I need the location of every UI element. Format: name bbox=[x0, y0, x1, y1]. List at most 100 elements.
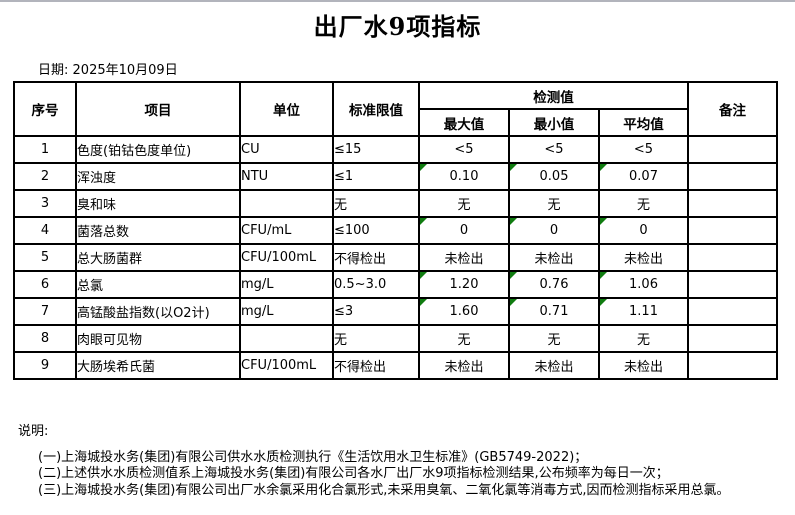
window-top-border bbox=[0, 0, 795, 2]
cell-min: 未检出 bbox=[508, 351, 600, 380]
cell-min: 无 bbox=[508, 189, 600, 218]
header-avg: 平均值 bbox=[598, 108, 689, 137]
cell-remark bbox=[687, 297, 778, 326]
green-corner-flag-icon bbox=[421, 165, 427, 171]
cell-limit: 0.5~3.0 bbox=[332, 270, 420, 299]
page-title: 出厂水9项指标 bbox=[313, 12, 482, 41]
cell-remark bbox=[687, 162, 778, 191]
notes-heading: 说明: bbox=[18, 424, 49, 439]
cell-no: 3 bbox=[13, 189, 77, 218]
cell-avg: <5 bbox=[598, 135, 689, 164]
cell-no: 2 bbox=[13, 162, 77, 191]
cell-item: 浑浊度 bbox=[75, 162, 241, 191]
cell-avg: 未检出 bbox=[598, 351, 689, 380]
table-row: 8 肉眼可见物无无无无 bbox=[13, 324, 778, 353]
header-detection: 检测值 bbox=[418, 81, 689, 110]
cell-no: 8 bbox=[13, 324, 77, 353]
table-row: 4 菌落总数 CFU/mL ≤100 0 0 0 bbox=[13, 216, 778, 245]
cell-unit: CFU/100mL bbox=[239, 243, 334, 272]
header-limit: 标准限值 bbox=[332, 81, 420, 137]
cell-limit: 不得检出 bbox=[332, 351, 420, 380]
cell-unit bbox=[239, 189, 334, 218]
cell-unit: mg/L bbox=[239, 297, 334, 326]
cell-remark bbox=[687, 189, 778, 218]
table-row: 1 色度(铂钴色度单位) CU ≤15 <5 <5 <5 bbox=[13, 135, 778, 164]
green-corner-flag-icon bbox=[511, 273, 517, 279]
cell-limit: 无 bbox=[332, 324, 420, 353]
green-corner-flag-icon bbox=[511, 300, 517, 306]
green-corner-flag-icon bbox=[421, 273, 427, 279]
cell-max: 无 bbox=[418, 324, 510, 353]
table-row: 3 臭和味无无无无 bbox=[13, 189, 778, 218]
cell-remark bbox=[687, 270, 778, 299]
cell-item: 总大肠菌群 bbox=[75, 243, 241, 272]
cell-max: 0 bbox=[418, 216, 510, 245]
cell-max: 1.60 bbox=[418, 297, 510, 326]
green-corner-flag-icon bbox=[421, 300, 427, 306]
cell-avg: 无 bbox=[598, 324, 689, 353]
green-corner-flag-icon bbox=[601, 219, 607, 225]
note-line: (三)上海城投水务(集团)有限公司出厂水余氯采用化合氯形式,未采用臭氧、二氧化氯… bbox=[38, 482, 730, 498]
cell-min: 无 bbox=[508, 324, 600, 353]
cell-max: 无 bbox=[418, 189, 510, 218]
cell-item: 高锰酸盐指数(以O2计) bbox=[75, 297, 241, 326]
cell-no: 9 bbox=[13, 351, 77, 380]
cell-limit: ≤15 bbox=[332, 135, 420, 164]
cell-limit: ≤3 bbox=[332, 297, 420, 326]
cell-item: 臭和味 bbox=[75, 189, 241, 218]
water-quality-table: 序号 项目 单位 标准限值 检测值 备注 最大值 最小值 平均值 1 色度(铂钴色… bbox=[13, 81, 778, 380]
table-row: 6 总氯 mg/L 0.5~3.0 1.20 0.76 1.06 bbox=[13, 270, 778, 299]
date-value: 2025年10月09日 bbox=[72, 63, 178, 78]
cell-limit: 无 bbox=[332, 189, 420, 218]
cell-no: 6 bbox=[13, 270, 77, 299]
cell-avg: 0 bbox=[598, 216, 689, 245]
header-no: 序号 bbox=[13, 81, 77, 137]
cell-no: 5 bbox=[13, 243, 77, 272]
cell-max: <5 bbox=[418, 135, 510, 164]
cell-item: 菌落总数 bbox=[75, 216, 241, 245]
header-unit: 单位 bbox=[239, 81, 334, 137]
cell-remark bbox=[687, 135, 778, 164]
cell-min: 0.76 bbox=[508, 270, 600, 299]
cell-max: 0.10 bbox=[418, 162, 510, 191]
cell-remark bbox=[687, 243, 778, 272]
cell-avg: 0.07 bbox=[598, 162, 689, 191]
cell-no: 1 bbox=[13, 135, 77, 164]
cell-limit: 不得检出 bbox=[332, 243, 420, 272]
note-line: (一)上海城投水务(集团)有限公司供水水质检测执行《生活饮用水卫生标准》(GB5… bbox=[38, 450, 588, 465]
table-row: 9 大肠埃希氏菌 CFU/100mL 不得检出 未检出 未检出 未检出 bbox=[13, 351, 778, 380]
table-header: 序号 项目 单位 标准限值 检测值 备注 最大值 最小值 平均值 bbox=[13, 81, 778, 137]
green-corner-flag-icon bbox=[601, 273, 607, 279]
cell-min: 未检出 bbox=[508, 243, 600, 272]
table-row: 5 总大肠菌群 CFU/100mL 不得检出 未检出 未检出 未检出 bbox=[13, 243, 778, 272]
cell-avg: 无 bbox=[598, 189, 689, 218]
cell-avg: 未检出 bbox=[598, 243, 689, 272]
cell-max: 1.20 bbox=[418, 270, 510, 299]
cell-unit: mg/L bbox=[239, 270, 334, 299]
green-corner-flag-icon bbox=[511, 219, 517, 225]
cell-item: 色度(铂钴色度单位) bbox=[75, 135, 241, 164]
cell-max: 未检出 bbox=[418, 351, 510, 380]
cell-no: 7 bbox=[13, 297, 77, 326]
cell-max: 未检出 bbox=[418, 243, 510, 272]
cell-avg: 1.06 bbox=[598, 270, 689, 299]
cell-min: 0.05 bbox=[508, 162, 600, 191]
cell-item: 肉眼可见物 bbox=[75, 324, 241, 353]
cell-avg: 1.11 bbox=[598, 297, 689, 326]
report-date: 日期: 2025年10月09日 bbox=[38, 59, 178, 78]
cell-unit: NTU bbox=[239, 162, 334, 191]
cell-no: 4 bbox=[13, 216, 77, 245]
notes-list: (一)上海城投水务(集团)有限公司供水水质检测执行《生活饮用水卫生标准》(GB5… bbox=[38, 450, 730, 499]
cell-item: 大肠埃希氏菌 bbox=[75, 351, 241, 380]
header-item: 项目 bbox=[75, 81, 241, 137]
cell-min: 0.71 bbox=[508, 297, 600, 326]
header-remark: 备注 bbox=[687, 81, 778, 137]
table-body: 1 色度(铂钴色度单位) CU ≤15 <5 <5 <5 2 浑浊度 NTU ≤1 0.10 0.05 0… bbox=[13, 135, 778, 380]
cell-unit: CU bbox=[239, 135, 334, 164]
date-label: 日期: bbox=[38, 63, 69, 78]
cell-unit: CFU/100mL bbox=[239, 351, 334, 380]
cell-unit bbox=[239, 324, 334, 353]
green-corner-flag-icon bbox=[601, 165, 607, 171]
cell-remark bbox=[687, 324, 778, 353]
cell-limit: ≤1 bbox=[332, 162, 420, 191]
